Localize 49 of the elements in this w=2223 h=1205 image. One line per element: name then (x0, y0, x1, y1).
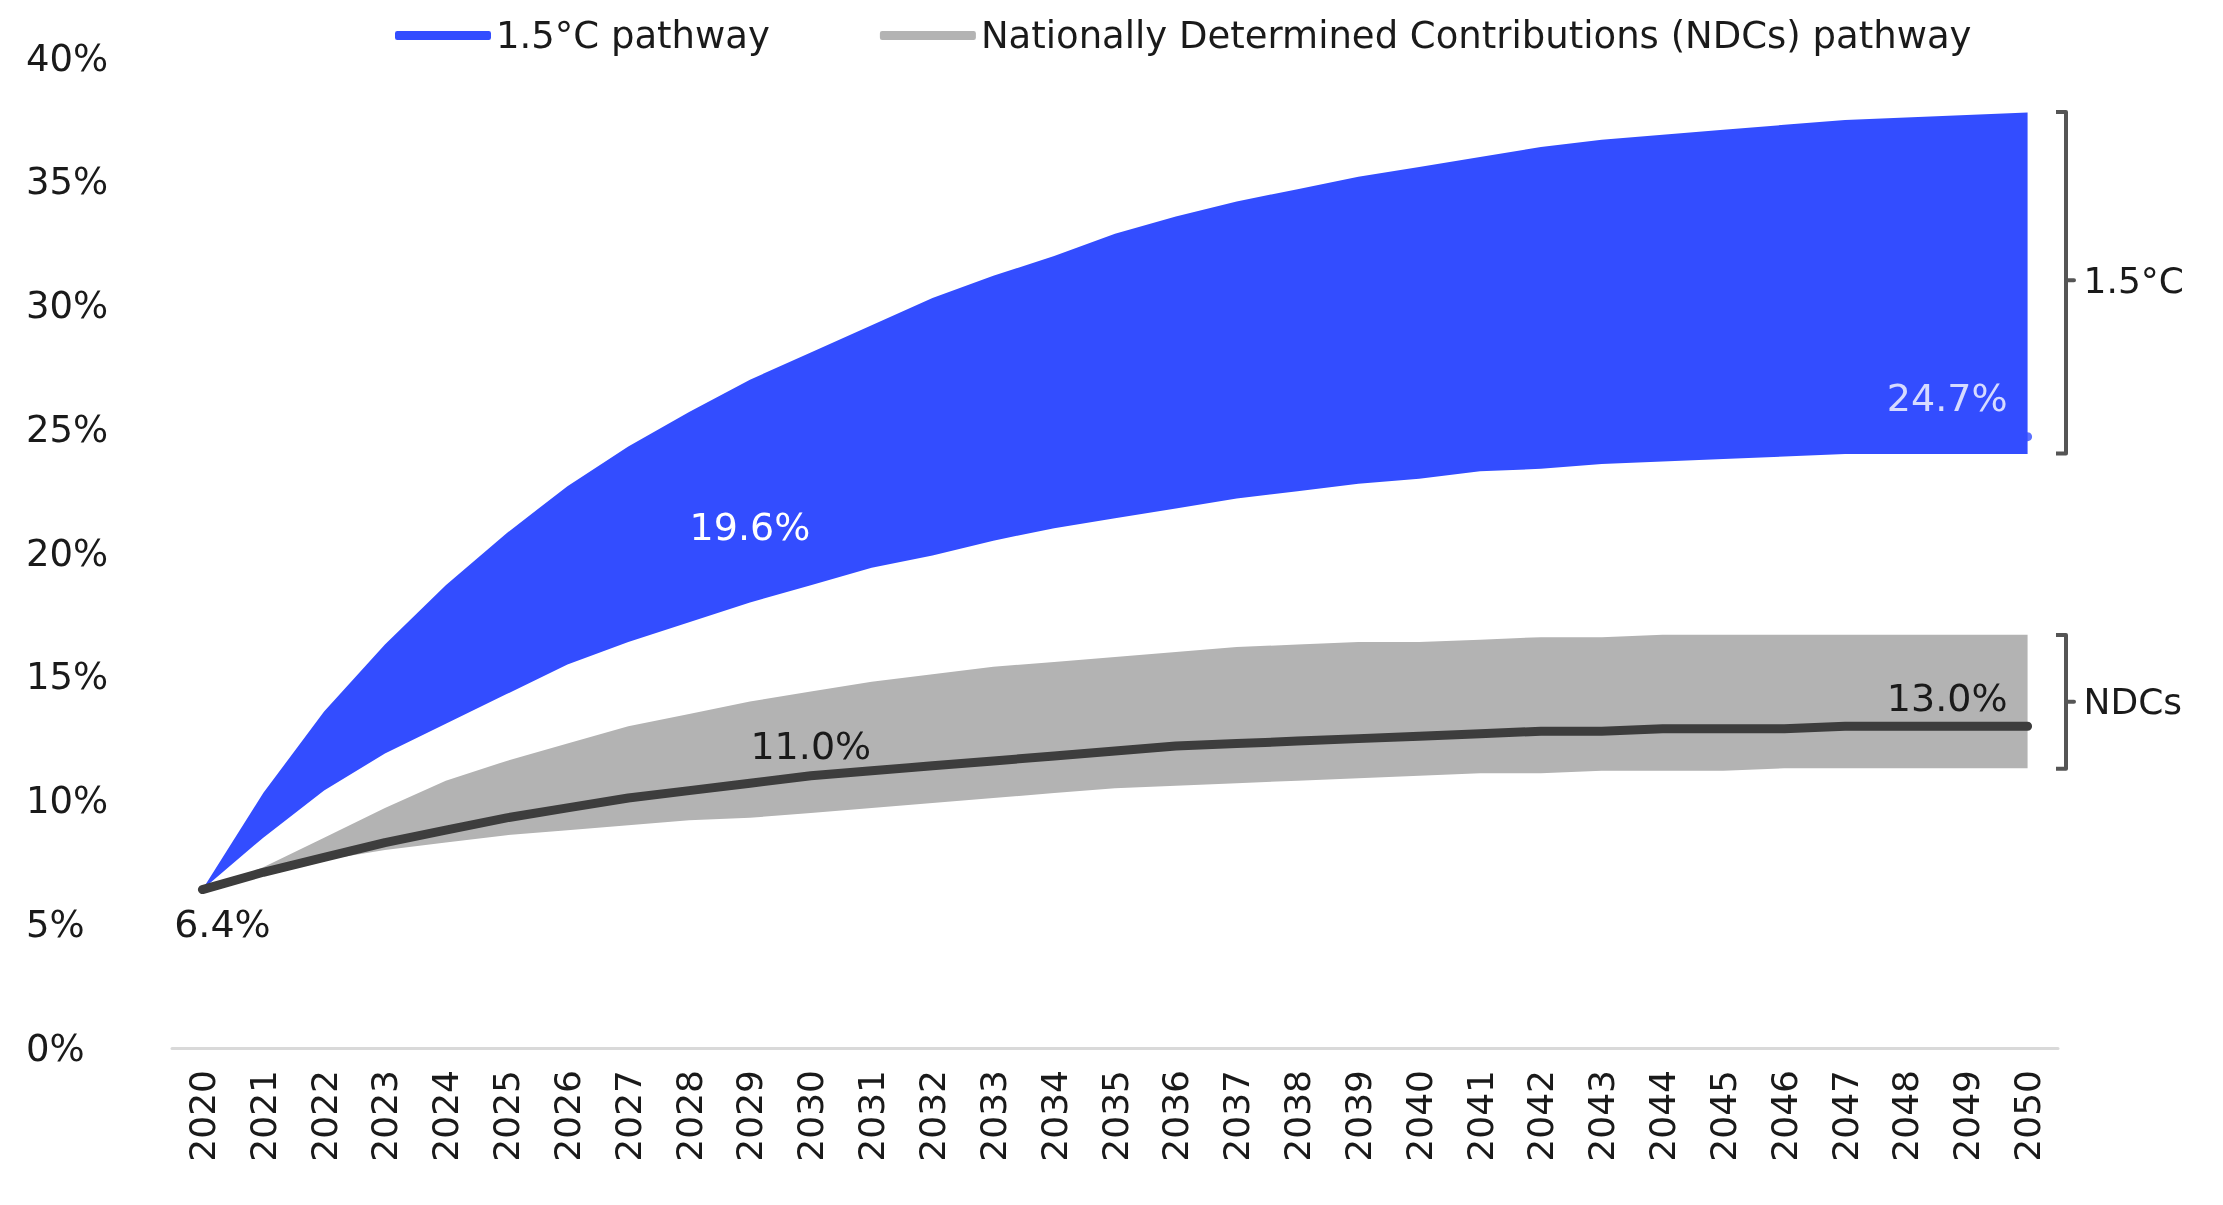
x-tick-label: 2030 (790, 1070, 832, 1162)
x-tick-label: 2025 (486, 1070, 528, 1162)
data-label: 11.0% (750, 723, 872, 768)
data-label: 6.4% (174, 901, 271, 946)
x-tick-label: 2041 (1459, 1070, 1501, 1162)
x-tick-label: 2042 (1520, 1070, 1562, 1162)
x-tick-label: 2047 (1824, 1070, 1866, 1162)
x-tick-label: 2040 (1398, 1070, 1440, 1162)
y-tick-label: 10% (26, 779, 109, 822)
x-tick-label: 2037 (1216, 1070, 1258, 1162)
data-label: 24.7% (1886, 376, 2008, 421)
x-tick-label: 2034 (1033, 1070, 1075, 1162)
y-tick-label: 20% (26, 531, 109, 575)
y-tick-label: 25% (26, 407, 109, 451)
annotation: 1.5°C (2083, 260, 2184, 302)
x-tick-label: 2020 (181, 1070, 223, 1162)
y-tick-label: 40% (26, 36, 109, 80)
x-tick-label: 2027 (607, 1070, 649, 1162)
x-tick-label: 2046 (1763, 1070, 1805, 1162)
y-tick-label: 15% (26, 655, 109, 699)
x-tick-label: 2029 (729, 1070, 771, 1162)
y-tick-label: 5% (26, 902, 85, 946)
x-tick-label: 2039 (1337, 1070, 1379, 1162)
x-tick-label: 2044 (1642, 1070, 1684, 1162)
x-tick-label: 2024 (425, 1070, 467, 1162)
x-tick-label: 2031 (851, 1070, 893, 1162)
x-tick-label: 2026 (546, 1070, 588, 1162)
annotation: NDCs (2083, 681, 2183, 722)
x-tick-label: 2028 (668, 1070, 710, 1162)
x-tick-label: 2035 (1094, 1070, 1136, 1162)
x-tick-label: 2038 (1277, 1070, 1319, 1162)
y-tick-label: 35% (26, 160, 109, 204)
x-tick-label: 2043 (1581, 1070, 1623, 1162)
annotation: 19.6% (689, 505, 811, 550)
y-tick-label: 0% (26, 1026, 85, 1070)
x-tick-label: 2032 (911, 1070, 953, 1162)
legend-label: 1.5°C pathway (496, 14, 770, 57)
x-tick-label: 2045 (1702, 1070, 1744, 1162)
x-tick-label: 2022 (303, 1070, 345, 1162)
x-tick-label: 2048 (1885, 1070, 1927, 1162)
x-tick-label: 2023 (364, 1070, 406, 1162)
y-tick-label: 30% (26, 284, 109, 327)
legend-label: Nationally Determined Contributions (NDCs) pathway (980, 14, 1972, 57)
x-tick-label: 2021 (242, 1070, 284, 1162)
x-tick-label: 2050 (2007, 1070, 2049, 1162)
x-tick-label: 2036 (1155, 1070, 1197, 1162)
data-label: 13.0% (1886, 676, 2008, 721)
x-tick-label: 2033 (972, 1070, 1014, 1162)
x-tick-label: 2049 (1946, 1070, 1988, 1162)
